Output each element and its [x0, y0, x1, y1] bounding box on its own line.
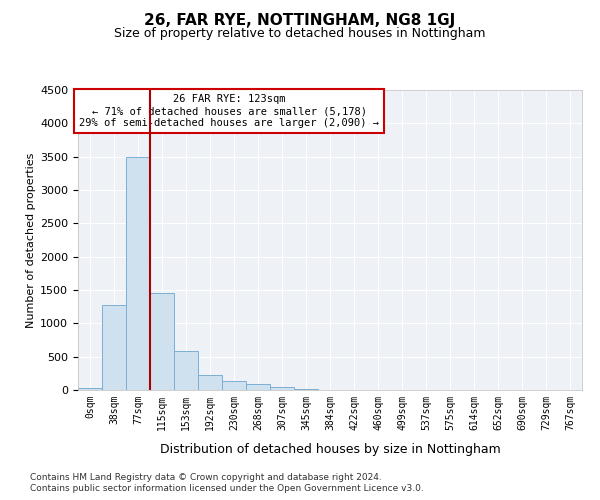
Bar	[126, 156, 150, 390]
Text: 26 FAR RYE: 123sqm
← 71% of detached houses are smaller (5,178)
29% of semi-deta: 26 FAR RYE: 123sqm ← 71% of detached hou…	[79, 94, 379, 128]
Bar	[78, 388, 102, 390]
Bar	[102, 306, 126, 390]
Bar	[174, 352, 198, 390]
Text: Contains public sector information licensed under the Open Government Licence v3: Contains public sector information licen…	[30, 484, 424, 493]
Text: 26, FAR RYE, NOTTINGHAM, NG8 1GJ: 26, FAR RYE, NOTTINGHAM, NG8 1GJ	[145, 12, 455, 28]
Bar	[246, 384, 270, 390]
Bar	[270, 386, 294, 390]
Bar	[222, 382, 246, 390]
Bar	[198, 376, 222, 390]
Text: Distribution of detached houses by size in Nottingham: Distribution of detached houses by size …	[160, 442, 500, 456]
Bar	[150, 292, 174, 390]
Text: Size of property relative to detached houses in Nottingham: Size of property relative to detached ho…	[114, 28, 486, 40]
Y-axis label: Number of detached properties: Number of detached properties	[26, 152, 36, 328]
Text: Contains HM Land Registry data © Crown copyright and database right 2024.: Contains HM Land Registry data © Crown c…	[30, 472, 382, 482]
